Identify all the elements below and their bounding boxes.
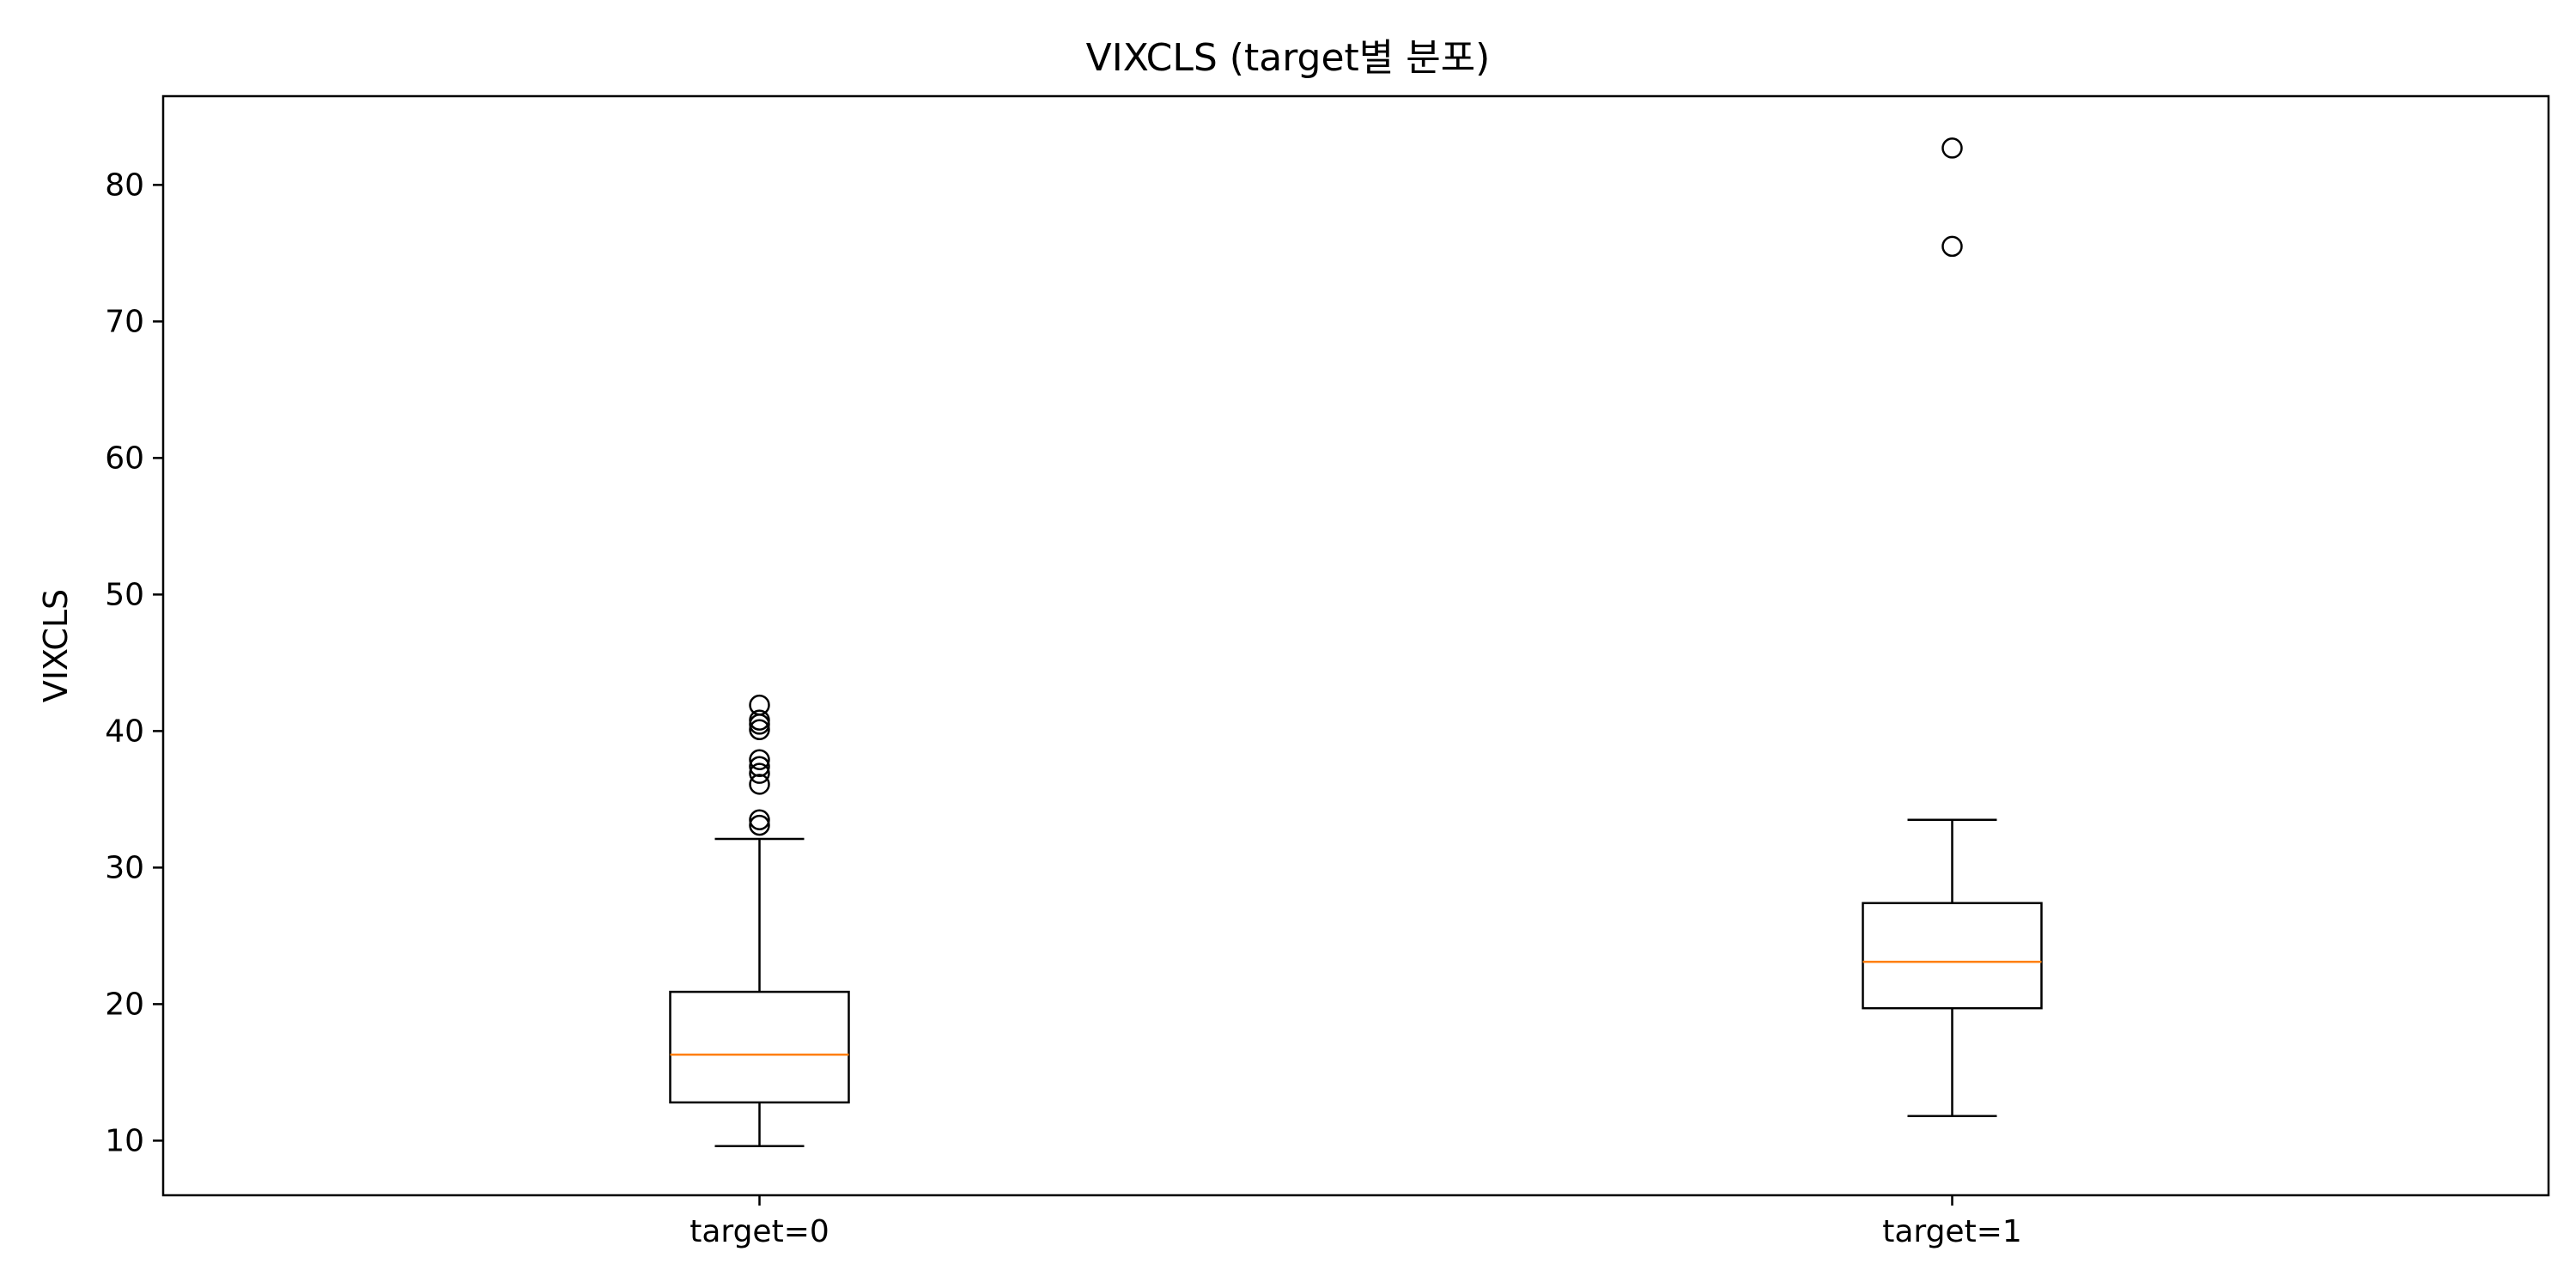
outlier-point — [749, 774, 770, 795]
y-tick-label: 10 — [105, 1123, 144, 1158]
y-tick-label: 20 — [105, 987, 144, 1022]
y-tick-label: 70 — [105, 304, 144, 339]
x-tick-label: target=1 — [1882, 1214, 2022, 1249]
axes-frame — [161, 94, 2550, 1197]
outlier-point — [749, 749, 770, 771]
outlier-point — [1941, 235, 1963, 258]
y-tick-label: 80 — [105, 167, 144, 203]
outlier-point — [749, 719, 770, 741]
outlier-point — [749, 814, 770, 836]
plot-area: 10 20 30 40 50 60 70 80 target=0 target=1 — [105, 94, 2550, 1249]
outlier-point — [749, 809, 770, 830]
y-tick-label: 30 — [105, 850, 144, 885]
box-iqr — [1862, 902, 2043, 1010]
y-tick-label: 50 — [105, 577, 144, 612]
y-tick-label: 60 — [105, 440, 144, 476]
outlier-point — [749, 756, 770, 777]
outlier-point — [1941, 137, 1963, 159]
x-tick-label: target=0 — [690, 1214, 829, 1249]
y-tick-label: 40 — [105, 714, 144, 749]
outlier-point — [749, 762, 770, 784]
y-axis-label: VIXCLS — [37, 589, 75, 702]
chart-title: VIXCLS (target별 분포) — [1086, 36, 1491, 80]
box-iqr — [669, 990, 850, 1104]
outlier-point — [749, 709, 770, 731]
outlier-point — [749, 694, 770, 716]
